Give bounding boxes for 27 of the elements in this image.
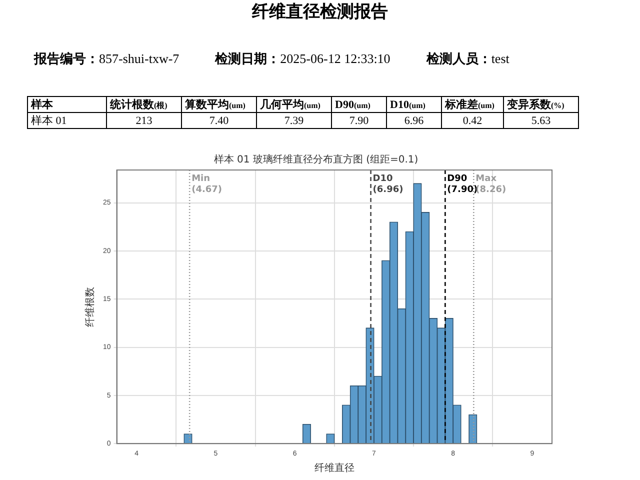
- text: D10(um): [386, 96, 442, 112]
- text: 统计根数(根): [106, 96, 182, 112]
- chart-title: 纤维直径检测报告: [250, 1, 389, 23]
- text: 报告编号：857-shui-txw-7: [34, 51, 180, 67]
- text: 6.96: [386, 112, 442, 128]
- text: 7.39: [256, 112, 332, 128]
- text: 算数平均(um): [182, 96, 256, 112]
- x-axis-title: 纤维直径: [314, 462, 354, 474]
- ref-line-label: Min (4.67): [192, 174, 222, 195]
- text: 几何平均(um): [256, 96, 332, 112]
- ref-line-label: D90 (7.90): [447, 174, 478, 195]
- text: 检测人员：test: [426, 51, 510, 67]
- y-axis-title: 纤维根数: [84, 286, 96, 327]
- ref-line-label: D10 (6.96): [372, 174, 404, 195]
- text: 7.40: [182, 112, 256, 128]
- ref-line-label: Max (8.26): [476, 174, 506, 195]
- text: 变异系数(%): [504, 96, 578, 112]
- text: 标准差(um): [442, 96, 504, 112]
- text: 7.90: [332, 112, 386, 128]
- text: 5.63: [504, 112, 578, 128]
- text: 样本: [28, 96, 106, 112]
- text: 213: [106, 112, 182, 128]
- text: D90(um): [332, 96, 386, 112]
- text: 样本 01: [28, 112, 106, 128]
- text: 检测日期：2025-06-12 12:33:10: [215, 51, 390, 67]
- text: 0.42: [442, 112, 504, 128]
- chart-subtitle: 样本 01 玻璃纤维直径分布直方图 (组距=0.1): [214, 154, 418, 166]
